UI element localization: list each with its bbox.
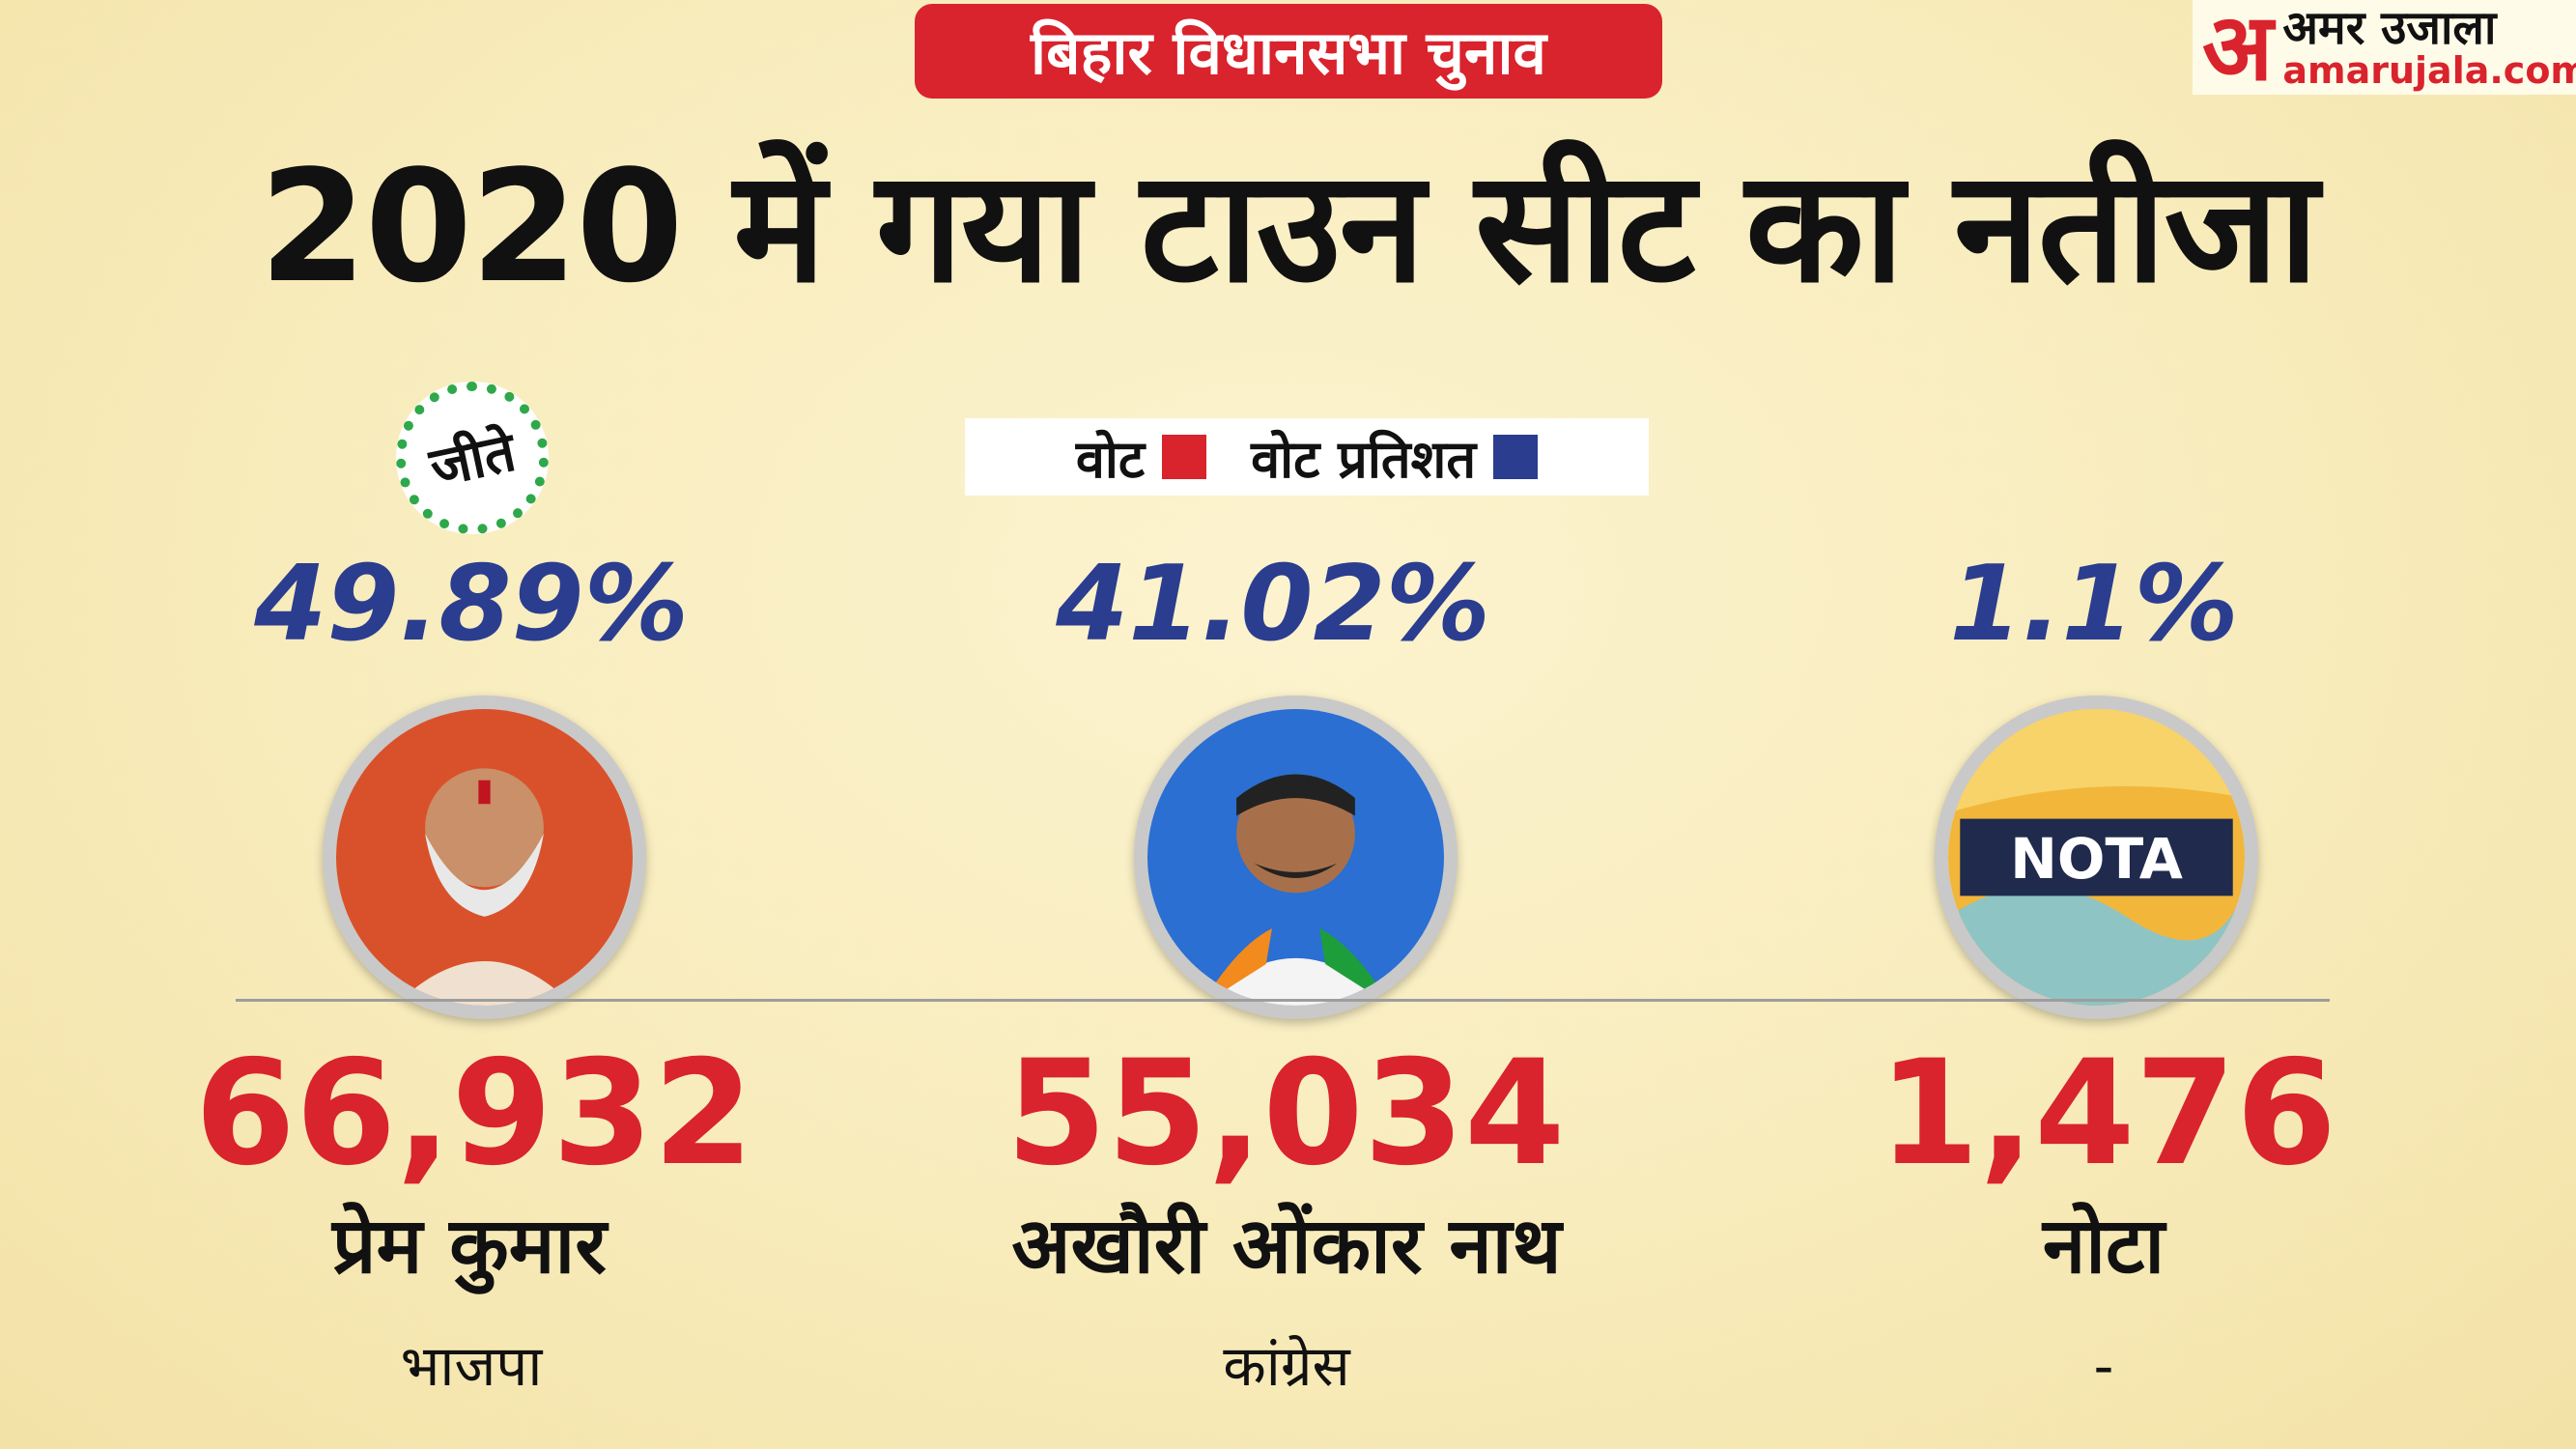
legend-votes-swatch: [1162, 435, 1207, 479]
nota-votes: 1,476: [1878, 1030, 2337, 1198]
section-badge: बिहार विधानसभा चुनाव: [915, 4, 1662, 99]
winner-badge: जीते: [396, 382, 549, 534]
candidate-2-party: कांग्रेस: [1223, 1333, 1350, 1399]
page-title: 2020 में गया टाउन सीट का नतीजा: [259, 136, 2318, 317]
candidate-1-percent: 49.89%: [254, 544, 689, 665]
brand-logo[interactable]: अ अमर उजाला amarujala.com: [2193, 0, 2576, 95]
legend-percent-label: वोट प्रतिशत: [1251, 429, 1477, 490]
divider: [236, 999, 2330, 1002]
candidate-1-votes: 66,932: [194, 1030, 754, 1198]
legend: वोट वोट प्रतिशत: [965, 418, 1649, 496]
nota-party: -: [2093, 1333, 2114, 1399]
nota-photo: NOTA: [1935, 696, 2258, 1019]
nota-percent: 1.1%: [1949, 544, 2239, 665]
nota-logo-icon: NOTA: [1948, 709, 2245, 1006]
candidate-1-photo: [323, 696, 646, 1019]
candidate-2-avatar-icon: [1147, 709, 1444, 1006]
brand-domain: amarujala.com: [2282, 49, 2576, 93]
candidate-2-percent: 41.02%: [1056, 544, 1490, 665]
winner-badge-label: जीते: [424, 420, 522, 500]
nota-name: नोटा: [2042, 1201, 2166, 1291]
brand-mark: अ: [2202, 0, 2274, 101]
legend-votes-label: वोट: [1075, 429, 1146, 490]
candidate-2-name: अखौरी ओंकार नाथ: [1011, 1201, 1562, 1291]
nota-logo-text: NOTA: [2010, 826, 2183, 892]
candidate-2-photo: [1134, 696, 1458, 1019]
brand-name: अमर उजाला: [2282, 0, 2497, 55]
candidate-2-votes: 55,034: [1005, 1030, 1566, 1198]
legend-percent-swatch: [1493, 435, 1539, 479]
candidate-1-name: प्रेम कुमार: [332, 1201, 607, 1291]
candidate-1-avatar-icon: [336, 709, 633, 1006]
candidate-1-party: भाजपा: [400, 1333, 543, 1399]
